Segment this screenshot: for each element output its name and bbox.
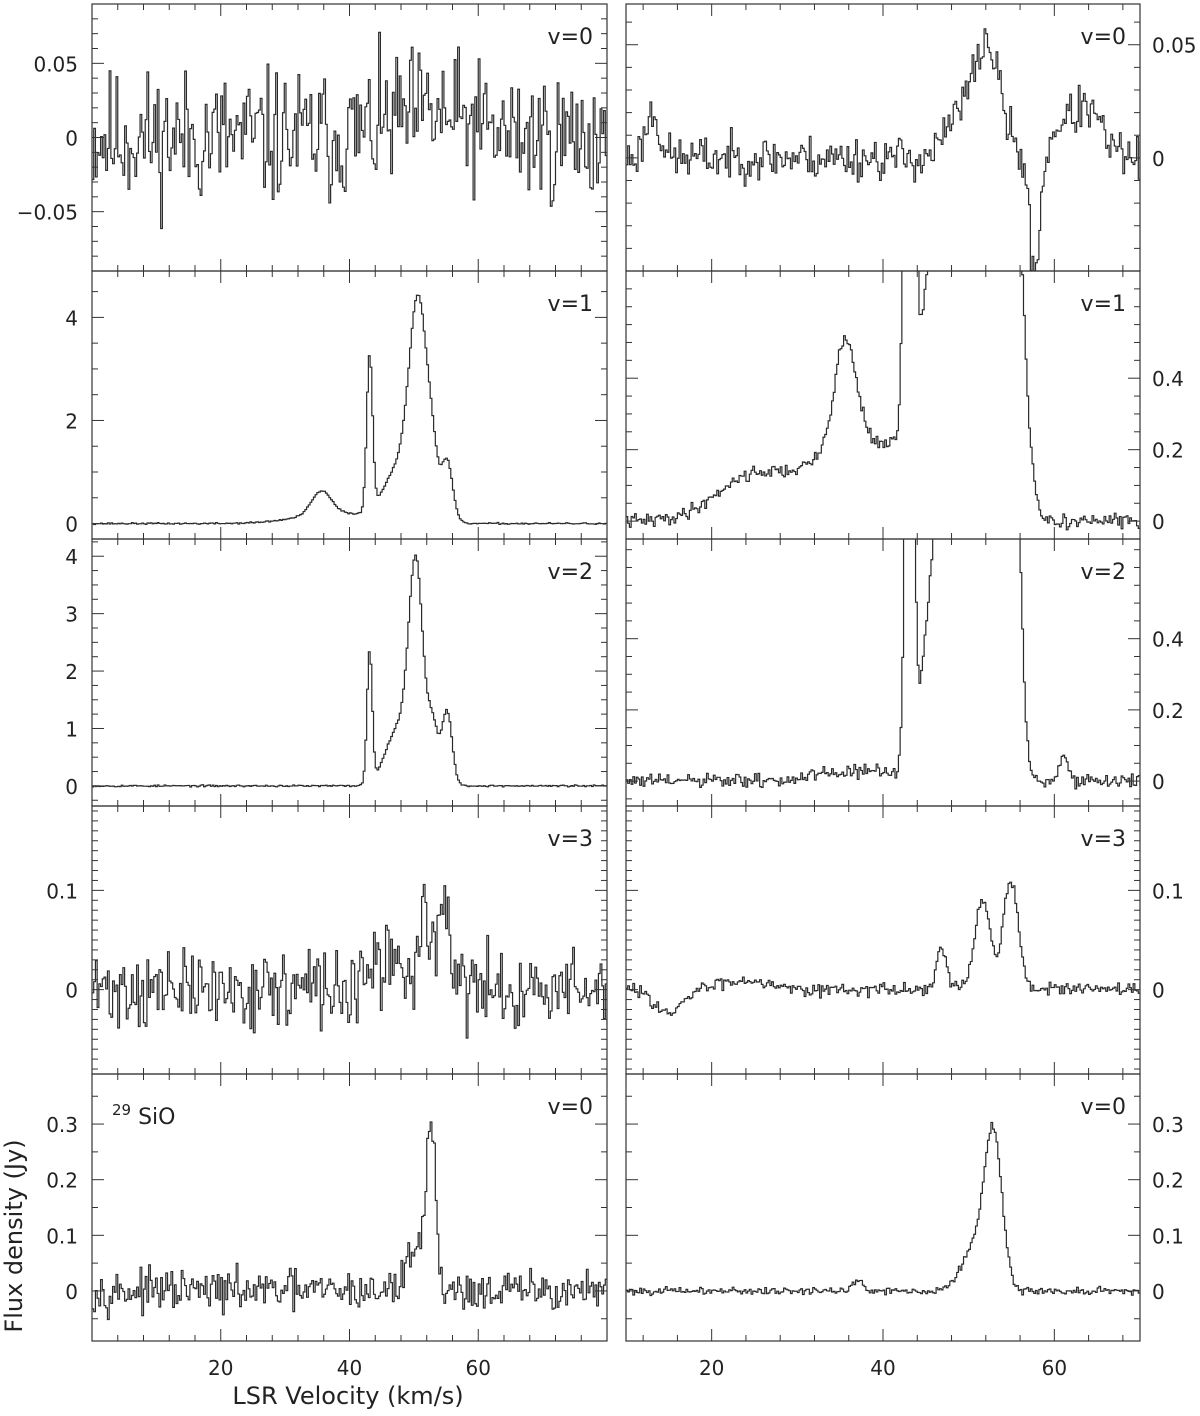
spectrum-line-right-row-0 (626, 28, 1140, 271)
panel-label: v=2 (1081, 560, 1126, 585)
panel-label: v=3 (548, 827, 593, 852)
y-tick-label: 2 (65, 409, 78, 433)
panel-label: v=3 (1081, 827, 1126, 852)
y-tick-label: 0 (65, 513, 78, 537)
x-tick-label: 60 (1042, 1356, 1067, 1380)
panel-right-row-0: 0 0.05 v=0 (625, 3, 1197, 272)
y-tick-label: 1 (65, 717, 78, 741)
panel-label: v=0 (1081, 25, 1126, 50)
y-tick-label: 0.05 (33, 52, 78, 76)
panel-left-row-4: 0 0.1 0.2 0.3 20 40 60 v=0 (46, 1073, 608, 1380)
y-tick-label: 0 (1152, 979, 1165, 1003)
y-tick-label: 0.2 (1152, 699, 1184, 723)
panels-group: −0.05 0 0.05 v=0 0 0.05 v=0 0 2 4 v=1 0 0.2 0.4 v=1 0 1 2… (17, 3, 1197, 1380)
panel-label: v=1 (1081, 292, 1126, 317)
isotope-text: SiO (138, 1105, 175, 1130)
spectrum-line-right-row-1 (626, 271, 1140, 531)
x-tick-label: 20 (699, 1356, 724, 1380)
y-tick-label: 0 (1152, 1280, 1165, 1304)
panel-left-row-2: 0 1 2 3 4 v=2 (65, 538, 608, 807)
spectrum-line-left-row-3 (92, 883, 607, 1039)
y-tick-label: 4 (65, 306, 78, 330)
x-tick-label: 40 (870, 1356, 895, 1380)
panel-label: v=0 (548, 1095, 593, 1120)
y-tick-label: 0.2 (1152, 439, 1184, 463)
x-tick-label: 40 (337, 1356, 362, 1380)
y-tick-label: 0 (1152, 147, 1165, 171)
spectrum-line-left-row-0 (92, 31, 607, 230)
y-tick-label: 0.3 (46, 1113, 78, 1137)
x-tick-label: 60 (466, 1356, 491, 1380)
panel-right-row-4: 0 0.1 0.2 0.3 20 40 60 v=0 (625, 1073, 1184, 1380)
spectrum-line-right-row-4 (626, 1121, 1140, 1297)
panel-right-row-3: 0 0.1 v=3 (625, 805, 1184, 1075)
y-tick-label: 0 (65, 1280, 78, 1304)
panel-label: v=0 (548, 25, 593, 50)
y-tick-label: 0.1 (46, 1224, 78, 1248)
panel-label: v=2 (548, 560, 593, 585)
y-tick-label: 0.3 (1152, 1113, 1184, 1137)
y-tick-label: −0.05 (17, 201, 78, 225)
y-tick-label: 0.4 (1152, 367, 1184, 391)
panel-left-row-3: 0 0.1 v=3 (46, 805, 608, 1075)
y-tick-label: 0.2 (46, 1169, 78, 1193)
y-axis-label: Flux density (Jy) (0, 1139, 28, 1332)
panel-left-row-1: 0 2 4 v=1 (65, 270, 608, 540)
y-tick-label: 0 (1152, 510, 1165, 534)
y-tick-label: 0.2 (1152, 1169, 1184, 1193)
y-tick-label: 4 (65, 545, 78, 569)
y-tick-label: 0.1 (46, 879, 78, 903)
y-tick-label: 2 (65, 660, 78, 684)
y-tick-label: 3 (65, 603, 78, 627)
y-tick-label: 0 (65, 979, 78, 1003)
y-tick-label: 0 (65, 127, 78, 151)
spectrum-line-left-row-2 (92, 554, 607, 788)
x-axis-label: LSR Velocity (km/s) (232, 1382, 463, 1410)
y-tick-label: 0.4 (1152, 628, 1184, 652)
isotope-label: 29 SiO (112, 1096, 176, 1130)
panel-right-row-1: 0 0.2 0.4 v=1 (625, 270, 1184, 540)
y-tick-label: 0.05 (1152, 34, 1197, 58)
spectrum-line-right-row-3 (626, 881, 1140, 1016)
spectrum-line-left-row-4 (92, 1121, 607, 1321)
spectrum-line-left-row-1 (92, 294, 607, 526)
y-tick-label: 0 (65, 775, 78, 799)
y-tick-label: 0.1 (1152, 879, 1184, 903)
x-tick-label: 20 (208, 1356, 233, 1380)
isotope-superscript: 29 (112, 1101, 131, 1119)
spectrum-line-right-row-2 (626, 539, 1140, 790)
y-tick-label: 0.1 (1152, 1224, 1184, 1248)
panel-label: v=1 (548, 292, 593, 317)
y-tick-label: 0 (1152, 770, 1165, 794)
panel-label: v=0 (1081, 1095, 1126, 1120)
